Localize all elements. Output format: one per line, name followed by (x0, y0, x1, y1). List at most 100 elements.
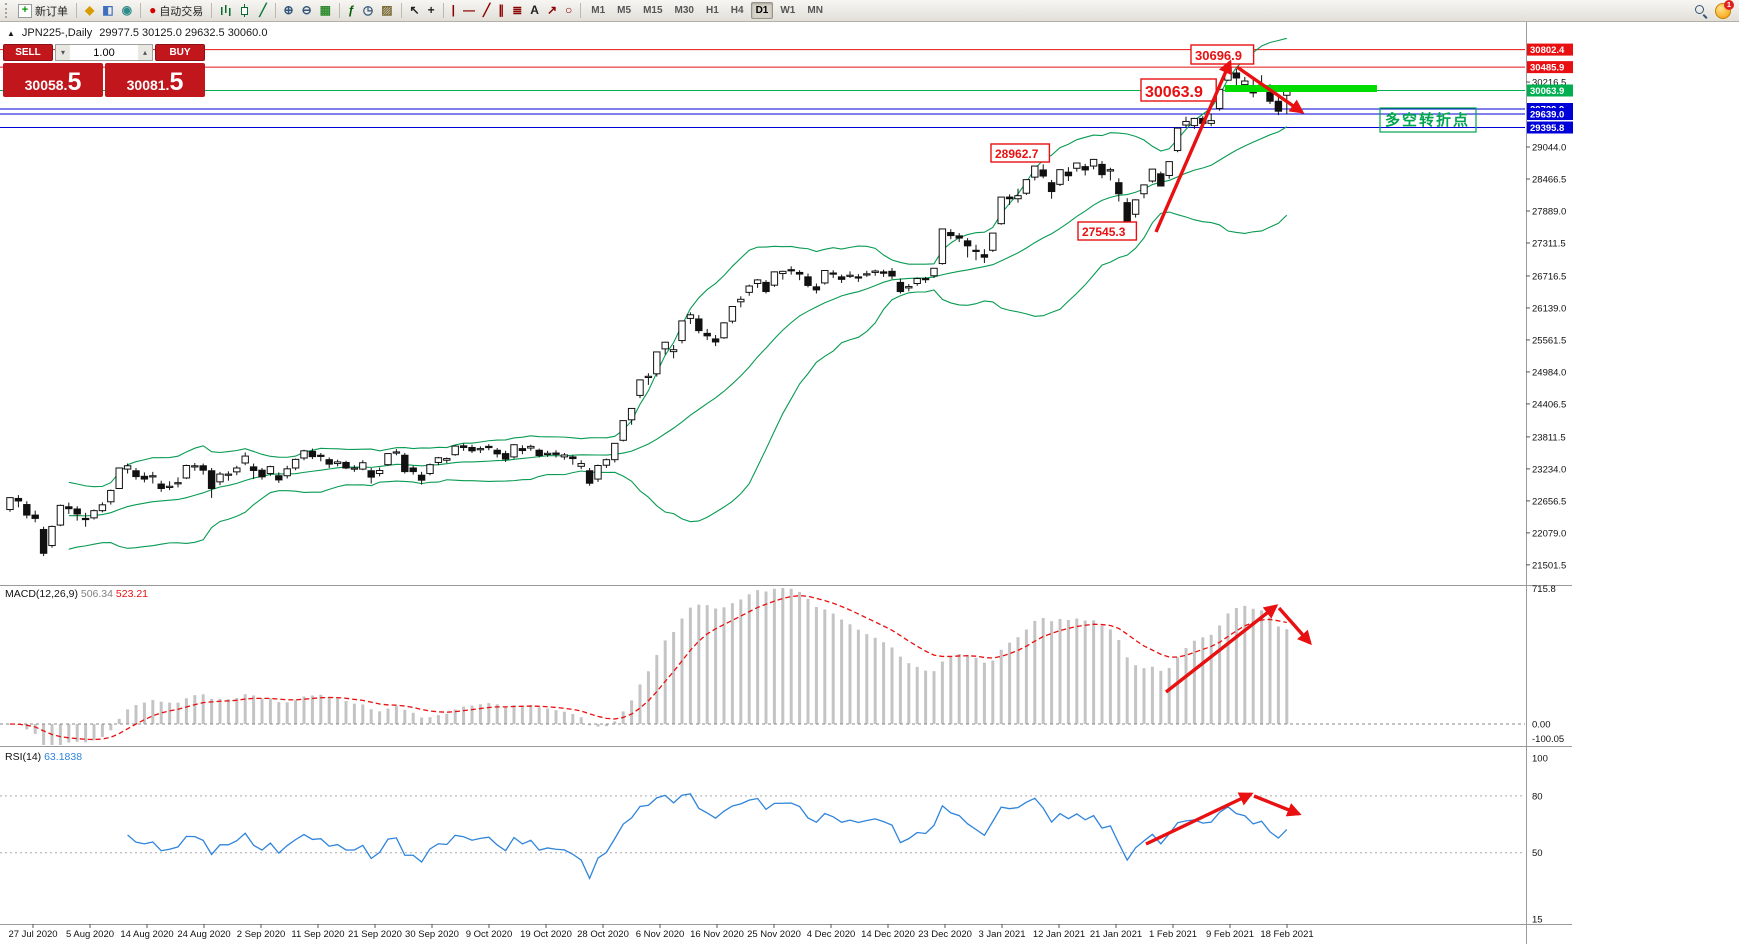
volume-up-button[interactable]: ▴ (138, 45, 152, 60)
bar-chart-button[interactable] (217, 2, 235, 20)
new-order-button-label: 新订单 (35, 5, 68, 18)
macd-histogram-bar (1201, 637, 1205, 724)
auto-trading-button[interactable]: ● 自动交易 (146, 2, 206, 20)
macd-histogram-bar (1234, 607, 1238, 724)
buy-price[interactable]: 30081. 5 (105, 63, 205, 97)
candle-body (762, 281, 770, 293)
vertical-line-button[interactable]: | (449, 2, 458, 20)
shapes-button-icon: ○ (565, 3, 573, 17)
macd-histogram-bar (1125, 657, 1129, 724)
candle-body (1039, 169, 1047, 177)
macd-histogram-bar (1192, 640, 1196, 724)
channel-button[interactable]: ∥ (495, 2, 507, 20)
sell-price[interactable]: 30058. 5 (3, 63, 103, 97)
candle-body (342, 461, 350, 469)
tile-windows-button-icon: ▦ (319, 3, 332, 17)
tile-windows-button[interactable]: ▦ (317, 2, 334, 20)
macd-histogram-bar (117, 718, 121, 724)
candle-body (737, 298, 745, 303)
candle-body (560, 454, 569, 458)
zoom-out-button[interactable]: ⊖ (299, 2, 315, 20)
candle-chart-button[interactable] (237, 2, 254, 20)
timeframe-m5[interactable]: M5 (617, 5, 632, 16)
macd-histogram-bar (100, 724, 104, 737)
template-button[interactable]: ▨ (378, 2, 395, 20)
candle-body (1140, 184, 1148, 195)
volume-down-button[interactable]: ▾ (56, 45, 70, 60)
collapse-icon[interactable]: ▲ (7, 28, 15, 38)
macd-histogram-bar (428, 717, 432, 724)
trendline-button[interactable]: ╱ (480, 2, 493, 20)
timeframe-m30[interactable]: M30 (674, 5, 694, 16)
date-label: 5 Aug 2020 (66, 929, 114, 940)
macd-histogram-bar (781, 588, 785, 724)
macd-histogram-bar (579, 717, 583, 724)
toolbar-separator (211, 3, 213, 18)
cursor-button[interactable]: ↖ (407, 2, 423, 20)
indicators-button[interactable]: ƒ (345, 2, 358, 20)
macd-histogram-bar (714, 608, 718, 724)
toolbar-separator (580, 3, 582, 18)
candle-body (350, 467, 359, 470)
price-tick-label: 27311.5 (1532, 238, 1566, 249)
new-order-button[interactable]: + 新订单 (15, 2, 71, 20)
sell-button[interactable]: SELL (3, 44, 53, 61)
candle-body (207, 470, 216, 489)
buy-button[interactable]: BUY (155, 44, 205, 61)
search-button[interactable] (1691, 2, 1710, 20)
candle-body (1190, 117, 1199, 127)
candle-body (913, 278, 921, 285)
candle-body (367, 470, 375, 478)
macd-histogram-bar (840, 619, 844, 724)
timeframe-m15[interactable]: M15 (643, 5, 663, 16)
timeframe-m1[interactable]: M1 (591, 5, 606, 16)
timeframe-mn[interactable]: MN (807, 5, 823, 16)
period-button[interactable]: ◷ (360, 2, 376, 20)
price-line-label-box (1527, 121, 1573, 134)
candle-body (1157, 173, 1165, 187)
candle-body (938, 228, 947, 265)
price-tick-label: 26139.0 (1532, 303, 1566, 314)
macd-histogram-bar (58, 724, 62, 745)
fibonacci-button[interactable]: ≣ (509, 2, 525, 20)
candle-body (669, 349, 678, 353)
volume-input[interactable] (70, 45, 138, 60)
data-window-button[interactable]: ◧ (99, 2, 116, 20)
shapes-button[interactable]: ○ (562, 2, 575, 20)
timeframe-d1[interactable]: D1 (750, 2, 774, 19)
macd-histogram-bar (285, 702, 289, 724)
candle-body (1241, 80, 1249, 86)
candle-body (6, 497, 14, 511)
notifications-button[interactable]: 1 (1712, 0, 1734, 20)
trendline-button-icon: ╱ (482, 3, 491, 17)
candle-body (510, 444, 518, 458)
macd-histogram-bar (856, 629, 860, 724)
macd-histogram-bar (739, 599, 743, 724)
crosshair-button[interactable]: + (425, 2, 438, 20)
text-button[interactable]: A (527, 2, 542, 20)
timeframe-h1[interactable]: H1 (705, 5, 719, 16)
macd-histogram-bar (915, 666, 919, 724)
arrows-button[interactable]: ↗ (544, 2, 560, 20)
navigator-button[interactable]: ◉ (119, 2, 135, 20)
top-toolbar: + 新订单 ◆ ◧ ◉ ● 自动交易 ╱ ⊕ ⊖ ▦ ƒ ◷ ▨ ↖ + | — ╱ ∥ ≣ A ↗ ○ M1 M5 M15 M30 H… (0, 0, 1739, 22)
candle-body (711, 338, 720, 343)
line-chart-button[interactable]: ╱ (256, 2, 269, 20)
navigator-button-icon: ◉ (121, 3, 133, 17)
candle-body (1073, 162, 1081, 169)
horizontal-line-button[interactable]: — (460, 2, 478, 20)
zoom-in-button[interactable]: ⊕ (281, 2, 297, 20)
date-label: 28 Oct 2020 (577, 929, 629, 940)
market-watch-button[interactable]: ◆ (82, 2, 97, 20)
candle-body (275, 475, 283, 481)
candle-body (359, 462, 367, 470)
rsi-line (127, 793, 1288, 881)
ohlc-values: 29977.5 30125.0 29632.5 30060.0 (99, 27, 268, 39)
timeframe-h4[interactable]: H4 (730, 5, 744, 16)
note-text: 多空转折点 (1385, 111, 1470, 129)
date-label: 3 Jan 2021 (978, 929, 1025, 940)
macd-histogram-bar (705, 605, 709, 724)
candle-body (1148, 168, 1157, 182)
timeframe-w1[interactable]: W1 (780, 5, 796, 16)
